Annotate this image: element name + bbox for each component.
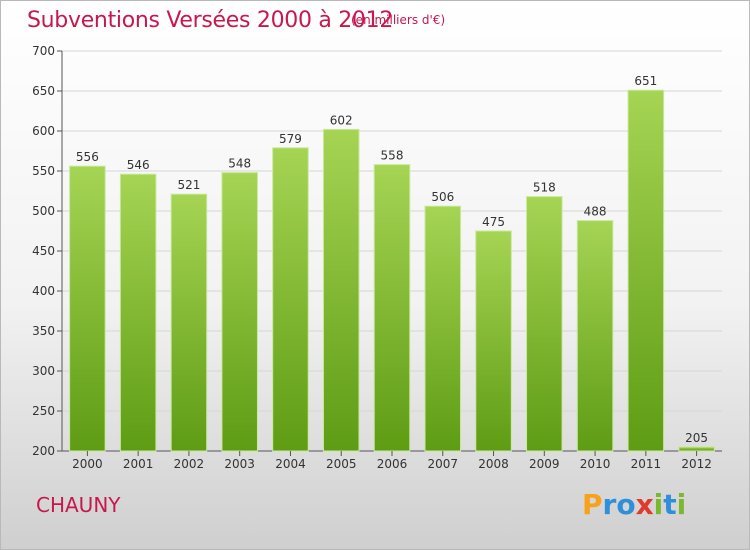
- bar-2007: [424, 205, 462, 452]
- y-tick-label: 450: [32, 244, 55, 258]
- logo-letter: t: [663, 488, 677, 521]
- x-tick-label-2005: 2005: [326, 457, 357, 471]
- x-tick-label-2009: 2009: [529, 457, 560, 471]
- logo-letter: o: [616, 488, 636, 521]
- y-tick-label: 600: [32, 124, 55, 138]
- bar-2008: [475, 230, 512, 452]
- y-tick-label: 650: [32, 84, 55, 98]
- x-tick-label-2011: 2011: [631, 457, 662, 471]
- bar-2000: [69, 165, 106, 452]
- x-tick-label-2007: 2007: [427, 457, 458, 471]
- y-tick-label: 400: [32, 284, 55, 298]
- logo-letter: i: [653, 488, 664, 521]
- bar-2004: [272, 147, 309, 452]
- bars: [69, 89, 715, 452]
- value-label-2005: 602: [330, 113, 353, 127]
- value-label-2001: 546: [127, 158, 150, 172]
- proxiti-logo: Proxiti: [582, 488, 686, 521]
- y-tick-label: 500: [32, 204, 55, 218]
- bar-2010: [576, 220, 614, 452]
- value-label-2003: 548: [228, 157, 251, 171]
- y-tick-label: 550: [32, 164, 55, 178]
- bar-2005: [322, 128, 360, 452]
- value-label-2011: 651: [634, 74, 657, 88]
- bar-2003: [221, 172, 258, 452]
- y-tick-label: 300: [32, 364, 55, 378]
- y-tick-label: 250: [32, 404, 55, 418]
- x-tick-label-2002: 2002: [174, 457, 205, 471]
- value-label-2010: 488: [584, 205, 607, 219]
- value-label-2007: 506: [431, 190, 454, 204]
- y-tick-label: 350: [32, 324, 55, 338]
- logo-letter: r: [602, 488, 617, 521]
- y-tick-label: 700: [32, 44, 55, 58]
- bar-2006: [373, 164, 411, 452]
- value-label-2006: 558: [381, 149, 404, 163]
- bar-2011: [627, 89, 665, 452]
- x-tick-label-2006: 2006: [377, 457, 408, 471]
- logo-letter: P: [582, 488, 603, 521]
- x-tick-label-2000: 2000: [72, 457, 103, 471]
- x-tick-label-2003: 2003: [224, 457, 255, 471]
- y-tick-label: 200: [32, 444, 55, 458]
- place-name: CHAUNY: [36, 493, 121, 517]
- bar-2012: [678, 446, 715, 452]
- value-label-2000: 556: [76, 150, 99, 164]
- bar-2001: [119, 173, 157, 452]
- x-tick-label-2004: 2004: [275, 457, 306, 471]
- x-tick-label-2012: 2012: [681, 457, 712, 471]
- x-tick-labels: 2000 2001 2002 2003 2004 2005 2006 2007 2008 2009…: [72, 451, 712, 471]
- chart-subtitle: (en milliers d'€): [351, 13, 446, 27]
- x-tick-label-2010: 2010: [580, 457, 611, 471]
- value-label-2009: 518: [533, 181, 556, 195]
- value-label-2008: 475: [482, 215, 505, 229]
- x-tick-label-2008: 2008: [478, 457, 509, 471]
- value-label-2002: 521: [177, 178, 200, 192]
- value-label-2004: 579: [279, 132, 302, 146]
- x-tick-label-2001: 2001: [123, 457, 154, 471]
- logo-letter: x: [635, 488, 654, 521]
- chart-title: Subventions Versées 2000 à 2012: [27, 8, 394, 33]
- value-label-2012: 205: [685, 431, 708, 445]
- y-tick-labels: 200 250 300 350 400 450 500 550 600 650 700: [32, 44, 55, 458]
- logo-letter: i: [676, 488, 687, 521]
- value-labels: 556 546 521 548 579 602 558 506 475 518 488 651 205: [76, 74, 708, 445]
- bar-2009: [526, 196, 563, 452]
- bar-2002: [170, 193, 208, 452]
